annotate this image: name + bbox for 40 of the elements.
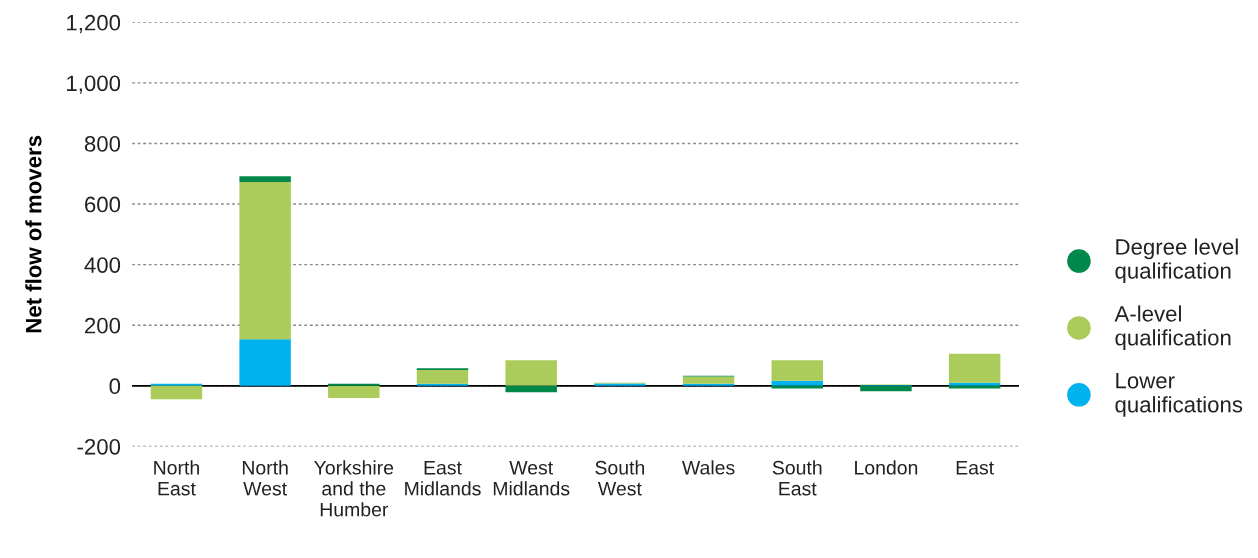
legend-label: Lower qualifications [1115,373,1243,417]
bar [682,383,735,386]
legend-label: Degree level qualification [1115,238,1238,284]
bar [860,385,912,392]
y-axis-title: Net flow of movers [25,135,42,333]
x-tick-label: East [956,461,994,475]
legend-label: A-level qualification [1114,305,1231,350]
y-tick-label: 400 [84,257,121,273]
bar [771,380,823,386]
bar [239,339,291,386]
bar [416,383,469,386]
bar [505,385,557,393]
y-tick-label: 0 [109,378,121,395]
y-tick-label: -200 [77,438,121,455]
y-tick-label: 1,200 [67,14,121,34]
bar [150,385,203,400]
bar [239,176,291,182]
bar [682,376,735,384]
x-tick-label: Yorkshire and the Humber [314,460,394,517]
x-tick-label: North East [154,460,199,496]
bar [948,353,1001,383]
x-tick-label: Wales [682,460,735,475]
y-tick-label: 200 [85,317,121,334]
x-tick-label: West Midlands [493,461,570,496]
bar [416,370,469,384]
y-tick-label: 1,000 [67,75,121,94]
bar [505,360,557,386]
x-tick-label: London [855,460,918,475]
bar [328,383,380,386]
y-tick-label: 800 [84,136,121,152]
x-tick-label: North West [242,460,288,496]
x-tick-label: South West [595,460,645,496]
bar [771,360,823,381]
x-tick-label: East Midlands [405,461,481,496]
x-tick-label: South East [772,460,822,496]
y-tick-label: 600 [85,196,121,213]
bar [239,181,291,340]
bar [150,383,203,386]
bar [771,385,823,389]
bar [328,385,380,398]
